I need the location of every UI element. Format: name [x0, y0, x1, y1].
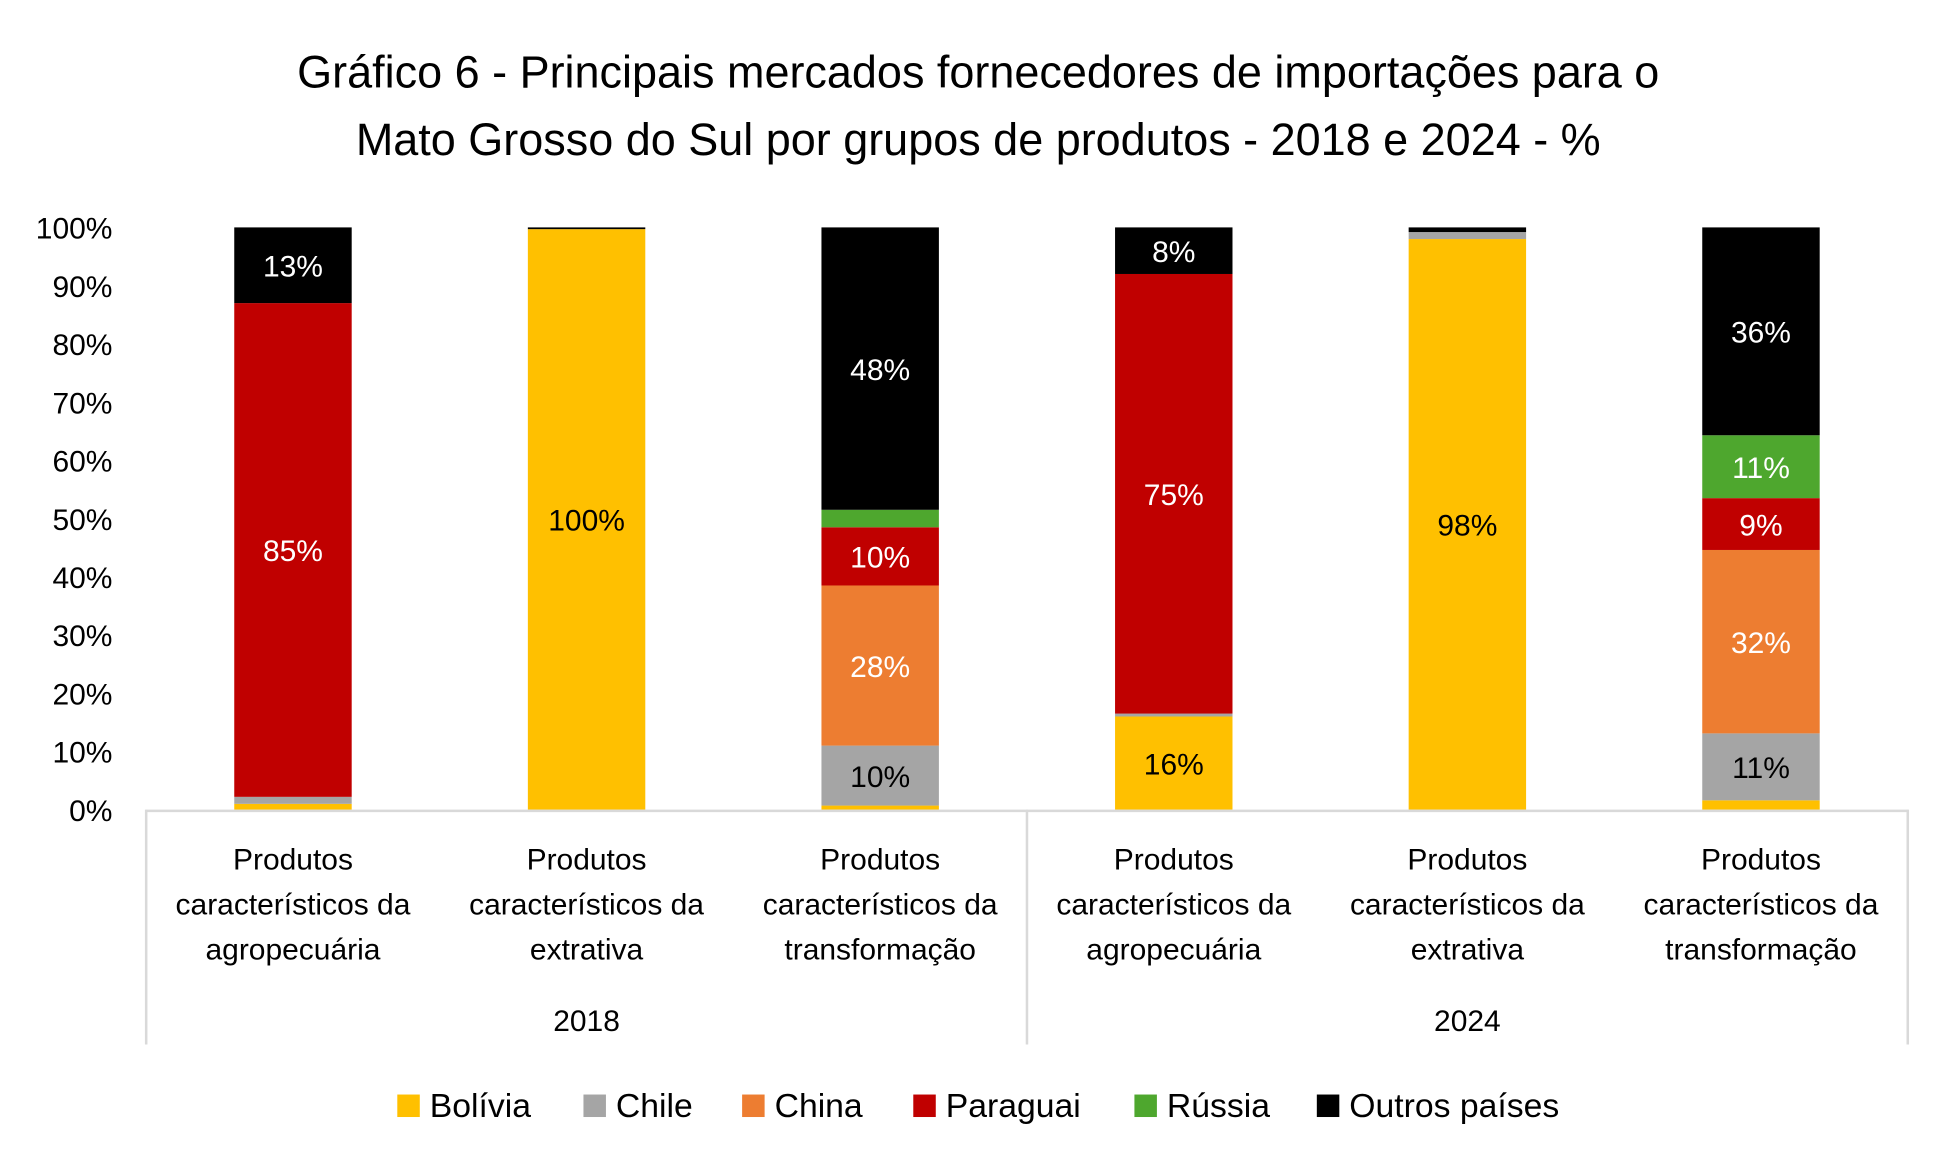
- x-tick-label: característicos da: [469, 889, 704, 922]
- chart-title-line-1: Gráfico 6 - Principais mercados forneced…: [297, 46, 1659, 97]
- legend-item: Paraguai: [913, 1087, 1081, 1125]
- bar-segment: [1702, 498, 1820, 550]
- bar-segment: [234, 303, 352, 797]
- legend: Bolívia Chile China Paraguai Rússia Outros pa…: [397, 1087, 1559, 1125]
- legend-swatch: [583, 1094, 606, 1118]
- bar-segment: [234, 803, 352, 810]
- x-tick-label: Produtos: [527, 844, 647, 877]
- legend-item: China: [742, 1087, 863, 1125]
- bar-segment: [1115, 227, 1233, 274]
- data-label: 98%: [1437, 510, 1497, 543]
- bar-segment: [1702, 733, 1820, 801]
- bar-segment: [1115, 713, 1233, 717]
- data-label: 11%: [1732, 752, 1790, 785]
- y-tick-label: 80%: [52, 329, 112, 362]
- y-tick-label: 0%: [69, 795, 112, 828]
- bar-segment: [1702, 800, 1820, 810]
- x-tick-label: transformação: [784, 934, 976, 967]
- data-label: 28%: [850, 651, 910, 684]
- data-label: 48%: [850, 354, 910, 387]
- x-tick-label: característicos da: [1644, 889, 1879, 922]
- y-tick-label: 90%: [52, 271, 112, 304]
- legend-label: Rússia: [1167, 1087, 1270, 1125]
- bar-segment: [1408, 239, 1527, 810]
- y-tick-label: 100%: [36, 213, 113, 246]
- legend-item: Bolívia: [397, 1087, 531, 1125]
- x-tick-label: agropecuária: [1086, 934, 1261, 967]
- x-tick-label: Produtos: [1114, 844, 1234, 877]
- bar-segment: [527, 229, 646, 810]
- data-label: 32%: [1731, 627, 1791, 660]
- x-tick-label: característicos da: [763, 889, 998, 922]
- bar-segment: [527, 227, 646, 230]
- x-tick-label: extrativa: [530, 934, 644, 967]
- data-label: 75%: [1144, 479, 1204, 512]
- x-tick-label: Produtos: [233, 844, 353, 877]
- bar-segment: [1702, 435, 1820, 499]
- data-label: 16%: [1144, 748, 1204, 781]
- bar-segment: [821, 745, 939, 806]
- legend-item: Chile: [583, 1087, 693, 1125]
- chart-title-line-2: Mato Grosso do Sul por grupos de produto…: [356, 114, 1601, 165]
- bar-segment: [234, 796, 352, 804]
- legend-label: China: [775, 1087, 863, 1125]
- data-label: 13%: [263, 250, 323, 283]
- data-label: 100%: [548, 505, 625, 538]
- y-tick-label: 60%: [52, 446, 112, 479]
- data-label: 10%: [850, 761, 910, 794]
- data-label: 85%: [263, 535, 323, 568]
- legend-swatch: [913, 1094, 936, 1118]
- bar-segment: [1408, 232, 1527, 240]
- x-tick-label: Produtos: [1701, 844, 1821, 877]
- y-tick-label: 10%: [52, 737, 112, 770]
- legend-swatch: [397, 1094, 420, 1118]
- data-label: 10%: [850, 542, 910, 575]
- data-label: 9%: [1739, 509, 1782, 542]
- group-label: 2024: [1434, 1005, 1501, 1038]
- legend-item: Outros países: [1316, 1087, 1559, 1125]
- x-axis: Produtos característicos da agropecuária Pr…: [144, 809, 1910, 1045]
- x-tick-label: extrativa: [1411, 934, 1525, 967]
- y-tick-label: 40%: [52, 562, 112, 595]
- bar-segment: [1702, 549, 1820, 734]
- group-label: 2018: [553, 1005, 620, 1038]
- legend-swatch: [1316, 1094, 1340, 1118]
- x-tick-label: transformação: [1665, 934, 1857, 967]
- bar-segment: [821, 805, 939, 810]
- legend-swatch: [742, 1094, 765, 1118]
- y-axis: 0% 10% 20% 30% 40% 50% 60% 70% 80% 90% 100%: [36, 213, 113, 828]
- x-tick-label: característicos da: [176, 889, 411, 922]
- legend-swatch: [1134, 1094, 1157, 1118]
- x-tick-label: Produtos: [820, 844, 940, 877]
- bar-segment: [821, 585, 939, 746]
- data-label: 8%: [1152, 236, 1195, 269]
- bar-segment: [1115, 716, 1233, 810]
- bar-segment: [821, 509, 939, 528]
- bar-segment: [821, 227, 939, 510]
- bar-segment: [234, 227, 352, 304]
- bar-segment: [821, 527, 939, 586]
- data-label: 11%: [1732, 452, 1790, 485]
- x-tick-label: agropecuária: [206, 934, 381, 967]
- bar-segment: [1702, 227, 1820, 436]
- bar-segment: [1115, 273, 1233, 714]
- y-tick-label: 30%: [52, 620, 112, 653]
- legend-label: Chile: [616, 1087, 693, 1125]
- x-tick-label: característicos da: [1350, 889, 1585, 922]
- legend-label: Outros países: [1349, 1087, 1559, 1125]
- legend-item: Rússia: [1134, 1087, 1270, 1125]
- bar-segment: [1408, 227, 1527, 233]
- legend-label: Paraguai: [946, 1087, 1081, 1125]
- legend-label: Bolívia: [430, 1087, 531, 1125]
- x-tick-label: Produtos: [1407, 844, 1527, 877]
- bars: 85% 13% 100% 10% 28% 10% 48% 16% 75% 8% 98% 11% 32% 9…: [234, 227, 1820, 810]
- y-tick-label: 70%: [52, 387, 112, 420]
- x-tick-label: característicos da: [1056, 889, 1291, 922]
- y-tick-label: 50%: [52, 504, 112, 537]
- y-tick-label: 20%: [52, 678, 112, 711]
- data-label: 36%: [1731, 317, 1791, 350]
